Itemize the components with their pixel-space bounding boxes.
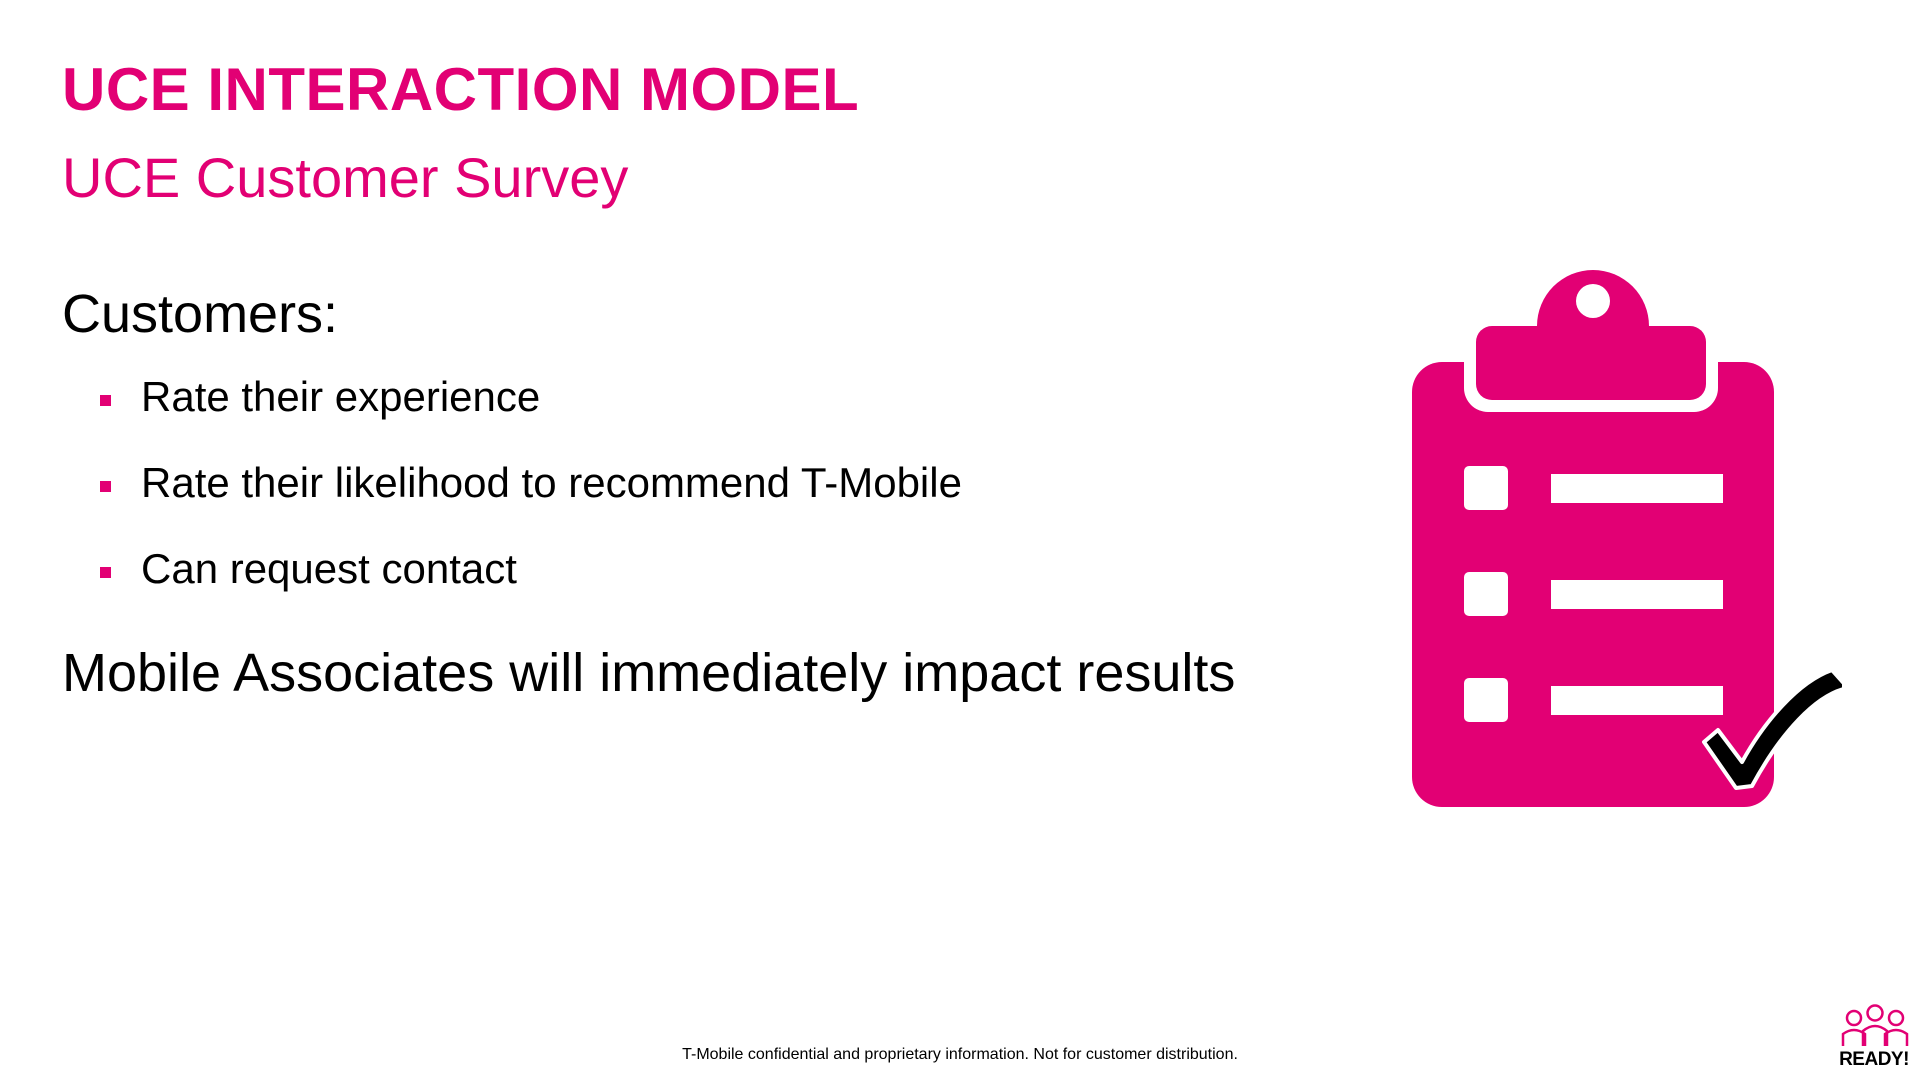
bullet-item: Rate their experience <box>100 376 962 462</box>
associates-statement: Mobile Associates will immediately impac… <box>62 643 1236 703</box>
bullet-text: Rate their experience <box>141 373 541 420</box>
slide-subtitle: UCE Customer Survey <box>62 146 629 209</box>
bullet-list: Rate their experience Rate their likelih… <box>100 376 962 634</box>
bullet-item: Rate their likelihood to recommend T-Mob… <box>100 462 962 548</box>
people-group-icon <box>1841 1004 1909 1046</box>
ready-label: READY! <box>1839 1049 1909 1070</box>
bullet-marker <box>100 395 111 406</box>
bullet-item: Can request contact <box>100 548 962 634</box>
confidential-disclaimer: T-Mobile confidential and proprietary in… <box>682 1046 1238 1063</box>
bullet-text: Can request contact <box>141 545 517 592</box>
bullet-text: Rate their likelihood to recommend T-Mob… <box>141 459 962 506</box>
ready-logo: READY! <box>1836 1004 1912 1074</box>
customers-heading: Customers: <box>62 284 339 344</box>
bullet-marker <box>100 481 111 492</box>
bullet-marker <box>100 567 111 578</box>
clipboard-checklist-icon <box>1412 270 1842 807</box>
slide-title: UCE INTERACTION MODEL <box>62 56 860 123</box>
